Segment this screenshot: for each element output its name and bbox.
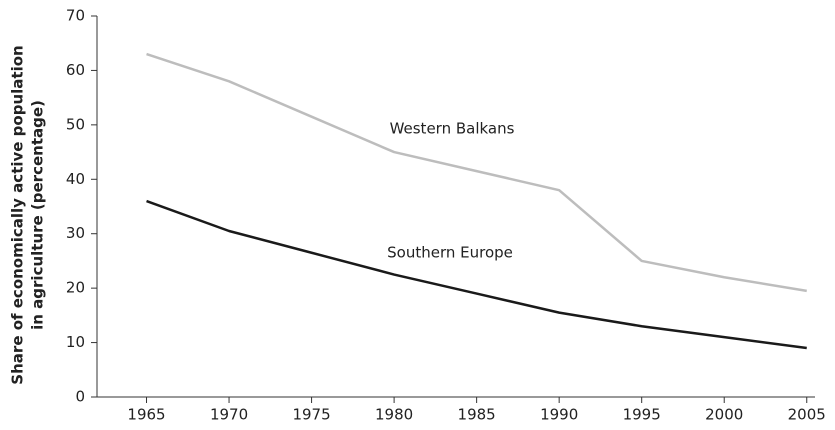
y-axis-title-line: in agriculture (percentage) xyxy=(29,100,47,330)
y-tick-label: 60 xyxy=(66,61,85,79)
x-tick-label: 1990 xyxy=(540,406,578,424)
y-tick-label: 40 xyxy=(66,170,85,188)
y-tick-label: 30 xyxy=(66,224,85,242)
x-tick-label: 1995 xyxy=(623,406,661,424)
x-tick-label: 1980 xyxy=(375,406,413,424)
x-tick-label: 2005 xyxy=(788,406,826,424)
series-line xyxy=(146,52,807,293)
y-tick-label: 10 xyxy=(66,333,85,351)
y-axis-title: Share of economically active population … xyxy=(9,45,47,384)
y-tick-label: 50 xyxy=(66,115,85,133)
x-tick-label: 1975 xyxy=(292,406,330,424)
x-tick-label: 1985 xyxy=(458,406,496,424)
x-tick-label: 1970 xyxy=(210,406,248,424)
y-tick-label: 70 xyxy=(66,7,85,25)
series-label: Southern Europe xyxy=(387,244,513,262)
y-tick-label: 20 xyxy=(66,279,85,297)
series-line xyxy=(146,199,807,350)
y-tick-label: 0 xyxy=(75,388,85,406)
y-axis-title-line: Share of economically active population xyxy=(9,45,27,384)
x-tick-label: 2000 xyxy=(705,406,743,424)
series-label: Western Balkans xyxy=(390,120,515,138)
x-tick-label: 1965 xyxy=(127,406,165,424)
